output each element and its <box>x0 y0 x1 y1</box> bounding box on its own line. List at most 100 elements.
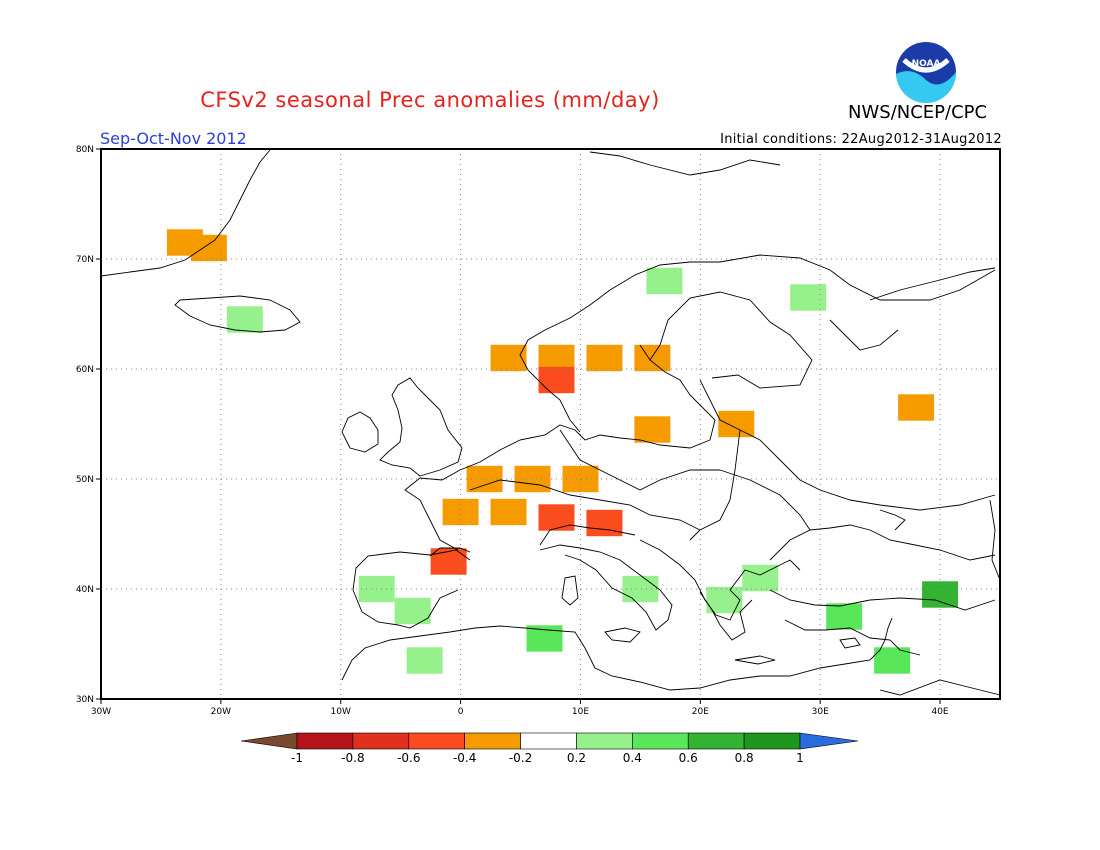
anomaly-cell <box>718 410 755 438</box>
x-tick-label: 40E <box>931 707 948 717</box>
colorbar-label: -1 <box>291 751 303 765</box>
chart-title: CFSv2 seasonal Prec anomalies (mm/day) <box>200 88 660 112</box>
colorbar-box <box>408 732 465 750</box>
agency-label: NWS/NCEP/CPC <box>848 102 988 123</box>
france-coast <box>404 439 521 551</box>
colorbar-box <box>687 732 745 750</box>
iberia-coast <box>352 549 471 629</box>
colorbar-label: 0.4 <box>623 751 642 765</box>
svalbard-coast <box>589 151 781 176</box>
turkey-coast <box>769 589 996 611</box>
season-label: Sep-Oct-Nov 2012 <box>100 129 247 148</box>
logo-text: NOAA <box>912 59 941 69</box>
anomaly-cell <box>394 597 431 625</box>
balkans-coast <box>639 539 801 621</box>
anomaly-cell <box>430 548 467 575</box>
colorbar-box <box>464 732 521 750</box>
novaya-zemlya-coast <box>869 267 996 301</box>
x-tick-label: 30W <box>91 707 111 717</box>
ukraine-border <box>719 469 811 531</box>
coastlines <box>100 149 1001 696</box>
anomaly-cell <box>490 344 527 372</box>
initial-conditions-label: Initial conditions: 22Aug2012-31Aug2012 <box>720 132 1002 147</box>
colorbar-box <box>296 732 354 750</box>
x-tick-label: 10E <box>572 707 589 717</box>
sardinia-coast <box>561 575 579 606</box>
italy-coast <box>539 544 673 631</box>
colorbar-label: -0.2 <box>509 751 532 765</box>
anomaly-cell <box>898 394 935 421</box>
anomaly-cell <box>514 465 551 493</box>
colorbar-box <box>352 732 410 750</box>
levant-coast <box>879 617 893 651</box>
x-tick-label: 0 <box>458 707 464 717</box>
anomaly-cell <box>586 509 623 537</box>
y-tick-label: 50N <box>76 475 94 485</box>
east-border <box>689 379 741 541</box>
sweden-finland-border <box>649 291 813 389</box>
britain-coast <box>379 377 463 477</box>
caspian-coast <box>989 499 1001 581</box>
anomaly-cell <box>538 366 575 394</box>
y-tick-label: 70N <box>76 255 94 265</box>
map-frame <box>100 148 1001 700</box>
white-sea-coast <box>829 319 899 351</box>
anomaly-cell <box>406 647 443 674</box>
anomaly-cell <box>226 306 263 333</box>
colorbar-label: -0.8 <box>341 751 364 765</box>
central-border <box>559 429 720 491</box>
axis-ticks <box>96 148 941 704</box>
anomaly-cell <box>706 586 743 614</box>
y-tick-label: 30N <box>76 695 94 705</box>
noaa-logo: NOAA <box>896 42 957 104</box>
anomaly-cell <box>190 234 227 262</box>
colorbar-label: -0.4 <box>453 751 476 765</box>
anomaly-cell <box>790 284 827 311</box>
colorbar-label: -0.6 <box>397 751 420 765</box>
russia-border <box>739 429 996 511</box>
black-sea-coast <box>769 524 996 561</box>
anomaly-cell <box>826 603 863 630</box>
y-tick-label: 80N <box>76 145 94 155</box>
anomaly-cell <box>490 498 527 526</box>
azov-coast <box>879 509 906 531</box>
map-plot: 30W 20W 10W 0 10E 20E 30E 40E 80N 70N 60N 50N 40N 30N <box>76 145 1001 717</box>
anomaly-cell <box>634 344 671 372</box>
greenland-coast <box>100 149 271 277</box>
pyrenees-border <box>429 547 471 557</box>
colorbar-box <box>632 732 689 750</box>
colorbar-labels: -1 -0.8 -0.6 -0.4 -0.2 0.2 0.4 0.6 0.8 1 <box>291 751 804 765</box>
sicily-coast <box>604 627 641 643</box>
baltic-coast <box>639 344 716 441</box>
x-tick-label: 20W <box>211 707 231 717</box>
benelux-germany-coast <box>519 424 711 449</box>
x-tick-label: 20E <box>692 707 709 717</box>
x-tick-label: 10W <box>331 707 351 717</box>
italy-border <box>539 524 636 546</box>
anomaly-cell <box>586 344 623 372</box>
colorbar-high-arrow <box>799 732 859 750</box>
y-tick-label: 40N <box>76 585 94 595</box>
colorbar-label: 0.8 <box>735 751 754 765</box>
anomaly-cell <box>646 267 683 295</box>
x-tick-label: 30E <box>812 707 829 717</box>
anomaly-cell <box>622 575 659 603</box>
colorbar-box <box>743 732 801 750</box>
greece-coast <box>699 591 753 641</box>
colorbar-box <box>576 732 633 750</box>
map-background <box>101 149 1000 699</box>
axis-tick-labels: 30W 20W 10W 0 10E 20E 30E 40E 80N 70N 60N 50N 40N 30N <box>76 145 949 717</box>
red-sea-coast <box>879 679 1001 696</box>
anomaly-cell <box>442 498 479 526</box>
iceland-coast <box>174 295 301 333</box>
colorbar-label: 0.6 <box>679 751 698 765</box>
colorbar-label: 1 <box>796 751 804 765</box>
colorbar-boxes <box>240 732 859 750</box>
turkey-south-coast <box>784 619 921 656</box>
cyprus-coast <box>839 637 861 649</box>
colorbar-label: 0.2 <box>567 751 586 765</box>
anomaly-cell <box>634 416 671 443</box>
gridlines <box>101 149 1000 699</box>
ireland-coast <box>341 411 379 453</box>
colorbar-low-arrow <box>240 732 298 750</box>
